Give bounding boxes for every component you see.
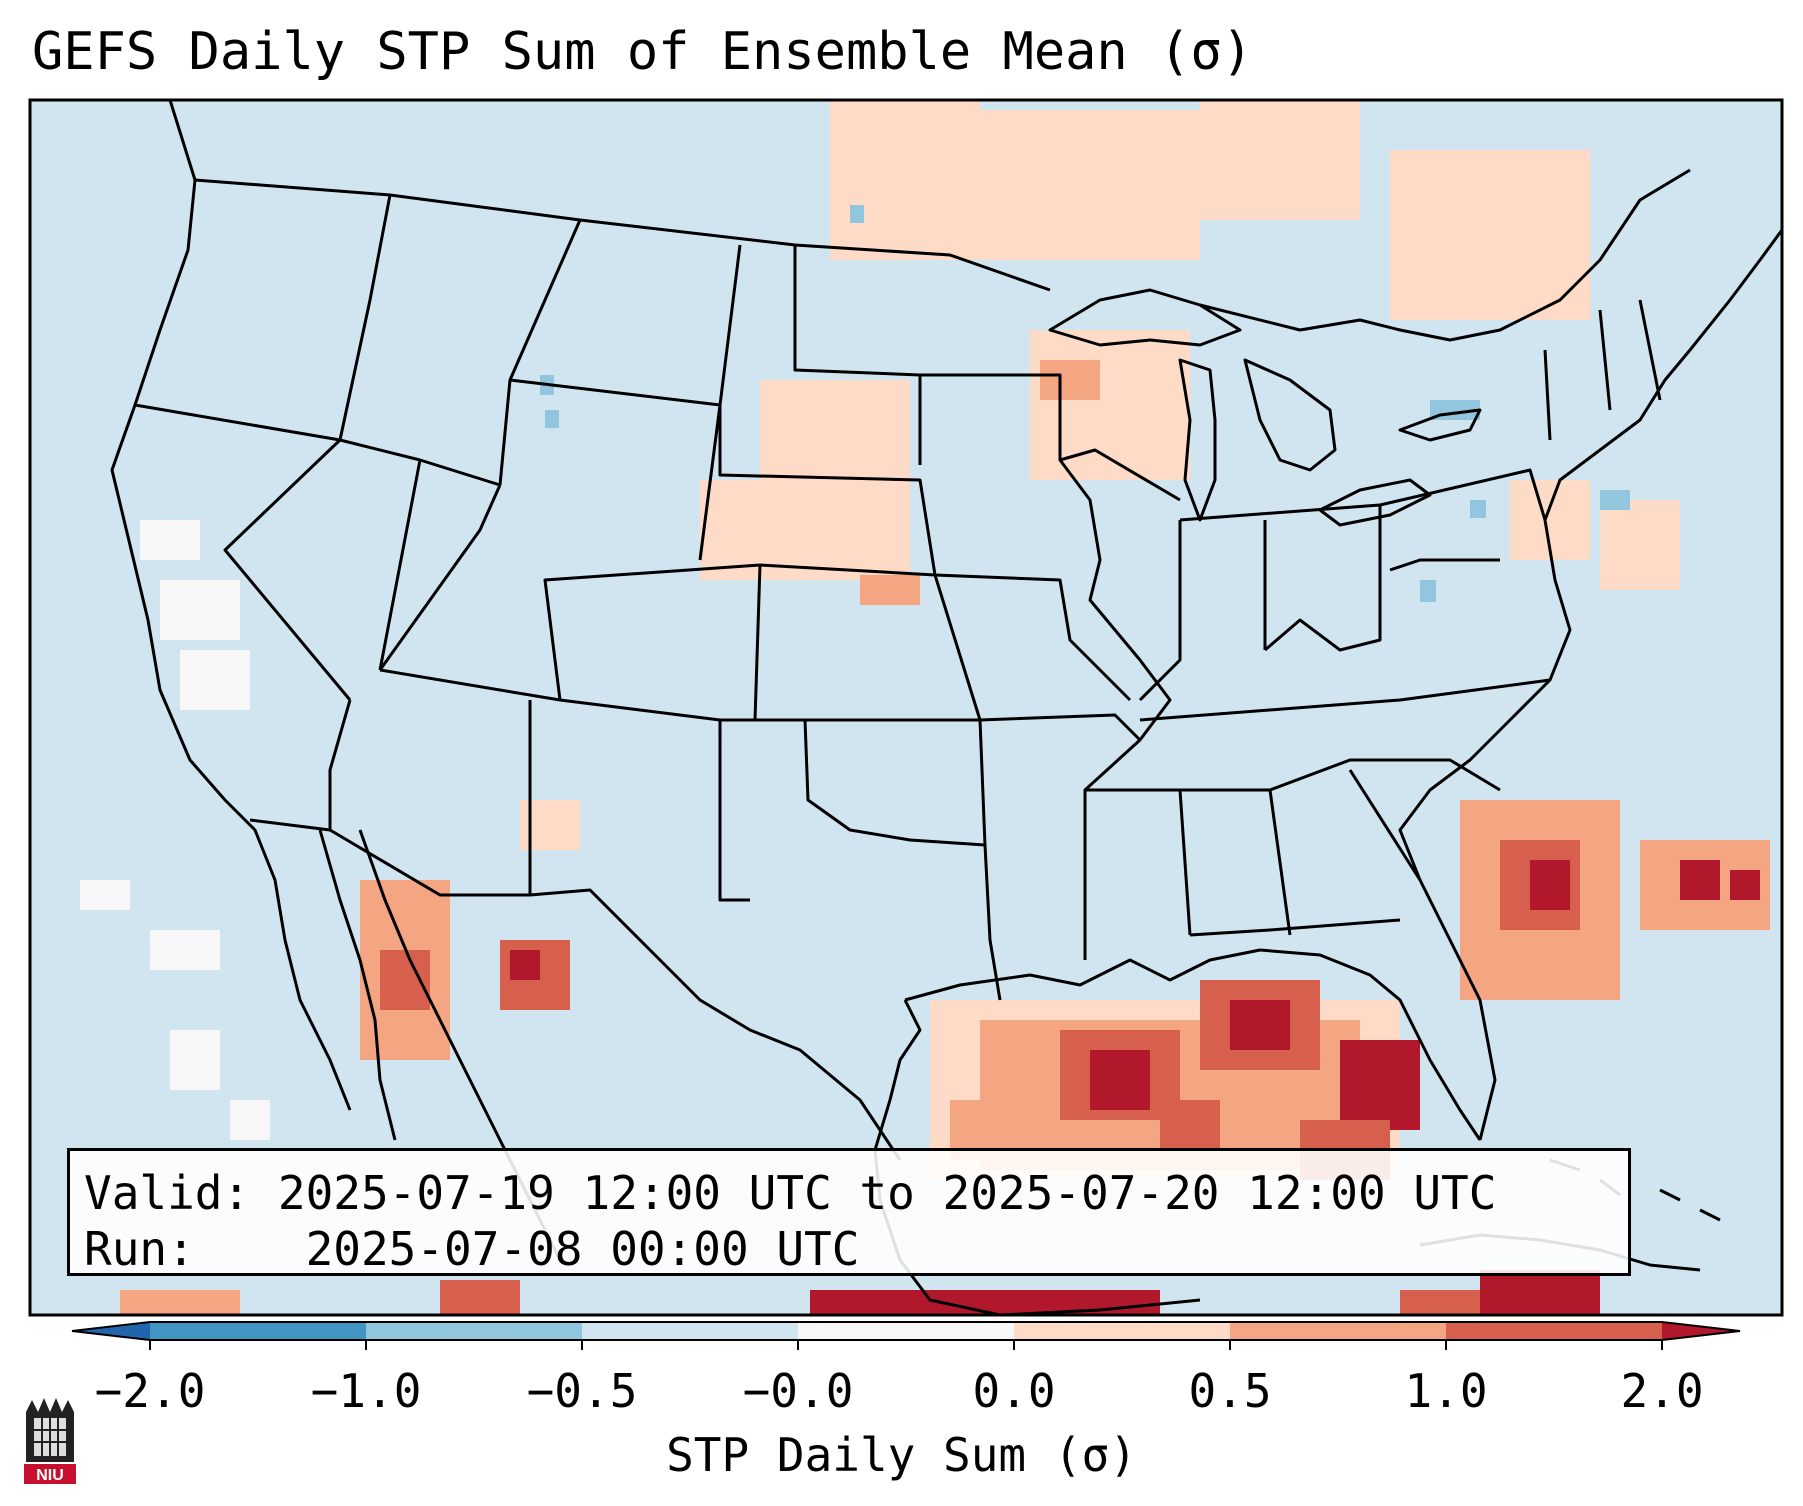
- colorbar-tick-label: 2.0: [1620, 1364, 1704, 1418]
- stp-anomaly-cell: [1420, 580, 1436, 602]
- stp-anomaly-cell: [230, 1100, 270, 1140]
- colorbar-segment: [1446, 1322, 1662, 1340]
- colorbar-tick-label: −2.0: [94, 1364, 206, 1418]
- state-boundaries: [134, 168, 1691, 1161]
- stp-anomaly-cell: [1160, 1100, 1220, 1150]
- colorbar-tick-label: 0.0: [972, 1364, 1056, 1418]
- colorbar-segment: [1014, 1322, 1230, 1340]
- stp-anomaly-cell: [1340, 1040, 1420, 1130]
- valid-label: Valid:: [84, 1166, 251, 1220]
- stp-anomaly-cell: [140, 520, 200, 560]
- stp-anomaly-cell: [830, 100, 980, 260]
- stp-anomaly-cell: [850, 205, 864, 223]
- stp-anomaly-cell: [1600, 490, 1630, 510]
- stp-anomaly-cell: [1090, 1050, 1150, 1110]
- stp-anomaly-cell: [1200, 100, 1360, 220]
- stp-anomaly-cell: [700, 480, 910, 580]
- colorbar-tick-label: −0.0: [742, 1364, 854, 1418]
- colorbar-segment: [1230, 1322, 1446, 1340]
- chart-title: GEFS Daily STP Sum of Ensemble Mean (σ): [32, 22, 1253, 82]
- stp-anomaly-cell: [160, 580, 240, 640]
- valid-run-box: Valid: 2025-07-19 12:00 UTC to 2025-07-2…: [67, 1148, 1631, 1276]
- run-label: Run:: [84, 1222, 195, 1276]
- stp-anomaly-cell: [980, 110, 1200, 260]
- stp-anomaly-cell: [860, 575, 920, 605]
- stp-anomaly-cell: [1390, 150, 1590, 320]
- stp-anomaly-cell: [510, 950, 540, 980]
- stp-anomaly-cell: [380, 950, 430, 1010]
- stp-anomaly-cell: [1480, 1270, 1600, 1315]
- stp-anomaly-cell: [80, 880, 130, 910]
- stp-anomaly-cell: [1680, 860, 1720, 900]
- colorbar-tick-label: −1.0: [310, 1364, 422, 1418]
- stp-anomaly-cell: [180, 650, 250, 710]
- stp-anomaly-cell: [1470, 500, 1486, 518]
- stp-anomaly-cell: [1230, 1000, 1290, 1050]
- stp-anomaly-cells: [80, 100, 1770, 1315]
- stp-anomaly-cell: [545, 410, 559, 428]
- niu-logo-text: NIU: [36, 1467, 64, 1484]
- stp-anomaly-cell: [170, 1030, 220, 1090]
- colorbar-tick-label: −0.5: [526, 1364, 638, 1418]
- stp-anomaly-cell: [440, 1280, 520, 1315]
- stp-anomaly-cell: [1730, 870, 1760, 900]
- colorbar-title: STP Daily Sum (σ): [666, 1428, 1137, 1482]
- stp-anomaly-cell: [1530, 860, 1570, 910]
- run-value: 2025-07-08 00:00 UTC: [305, 1222, 860, 1276]
- colorbar-segment: [150, 1322, 366, 1340]
- colorbar-segment: [582, 1322, 798, 1340]
- valid-value: 2025-07-19 12:00 UTC to 2025-07-20 12:00…: [277, 1166, 1497, 1220]
- stp-anomaly-cell: [150, 930, 220, 970]
- niu-logo-icon: NIU: [24, 1398, 76, 1484]
- stp-anomaly-cell: [120, 1290, 240, 1315]
- colorbar: [71, 1321, 1741, 1350]
- colorbar-segment: [798, 1322, 1014, 1340]
- stp-anomaly-cell: [1030, 330, 1190, 480]
- map-frame: [28, 98, 1784, 1317]
- stp-anomaly-cell: [1040, 360, 1100, 400]
- colorbar-tick-label: 0.5: [1188, 1364, 1272, 1418]
- colorbar-tick-label: 1.0: [1404, 1364, 1488, 1418]
- stp-anomaly-cell: [1600, 500, 1680, 590]
- colorbar-segment: [366, 1322, 582, 1340]
- colorbar-extend-high: [1662, 1322, 1740, 1340]
- colorbar-extend-low: [72, 1322, 150, 1340]
